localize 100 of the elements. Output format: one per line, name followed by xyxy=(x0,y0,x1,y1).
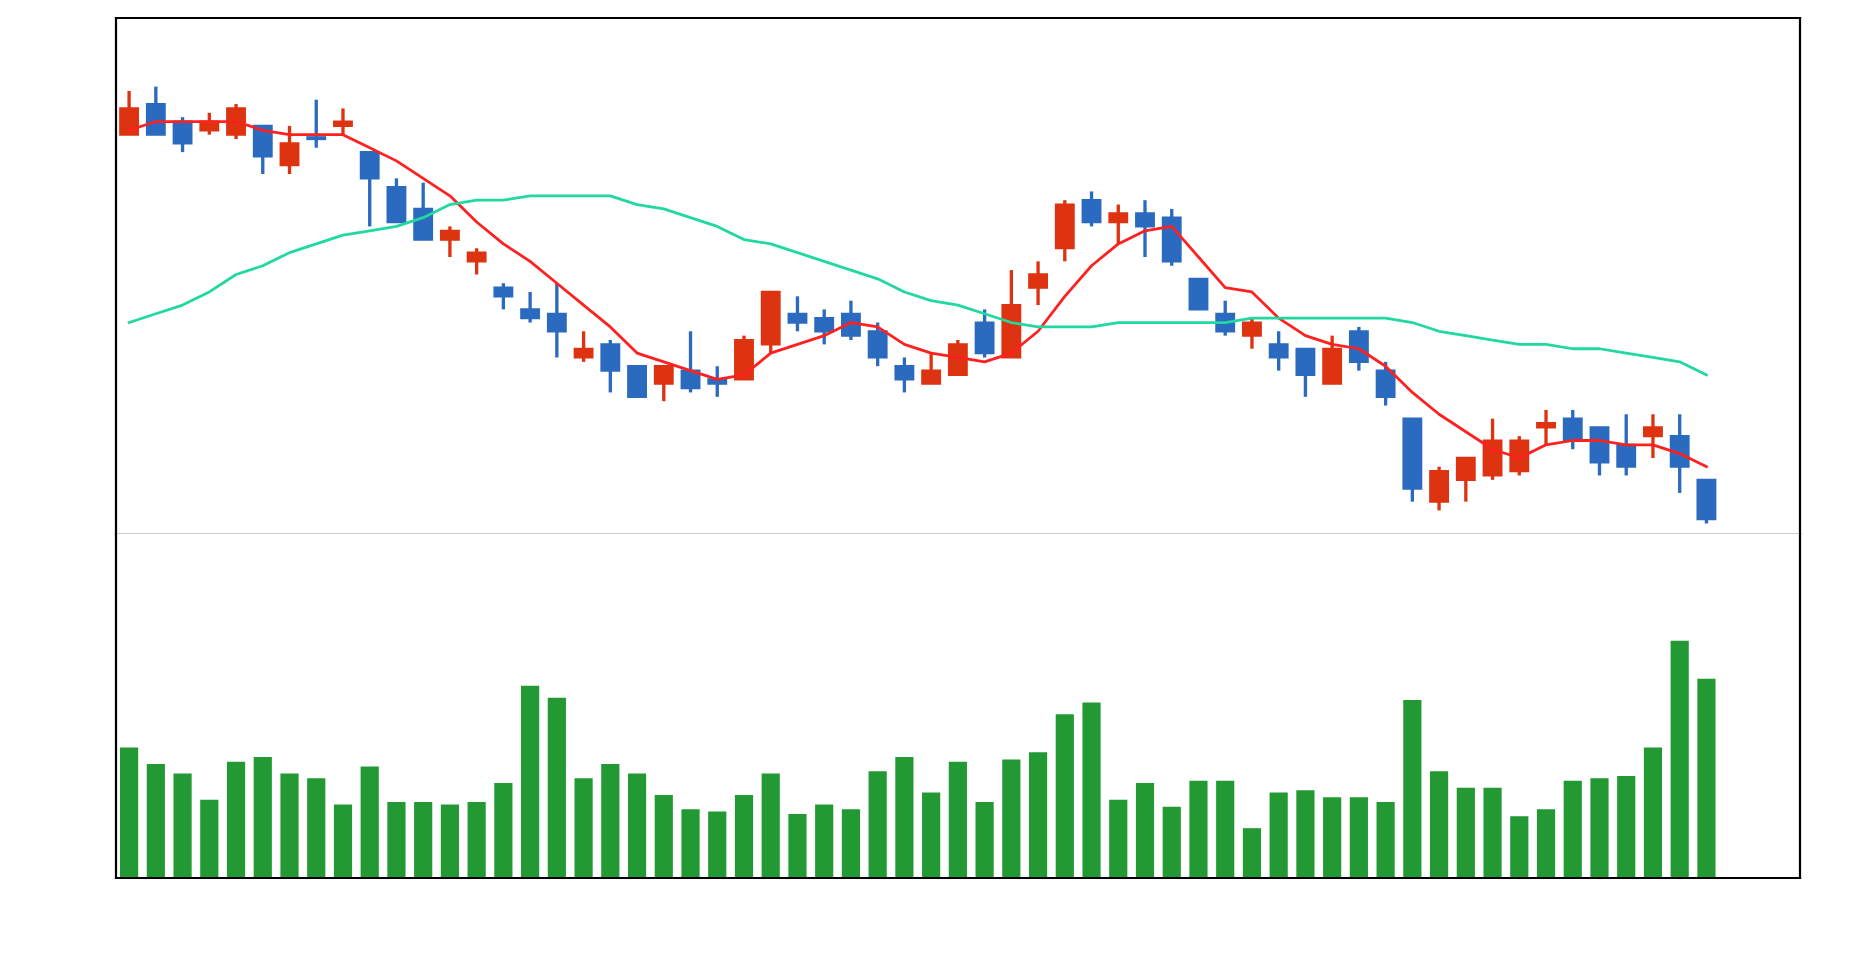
bar xyxy=(574,778,593,878)
bar xyxy=(654,794,673,878)
bar xyxy=(280,773,299,878)
bar xyxy=(1349,797,1368,878)
bar xyxy=(173,773,192,878)
candlestick xyxy=(252,124,273,176)
candlestick xyxy=(1669,412,1690,495)
bar xyxy=(1697,678,1716,878)
bar xyxy=(494,783,513,878)
bar xyxy=(1323,797,1342,878)
candlestick xyxy=(1536,408,1556,447)
bar xyxy=(146,764,165,878)
candlestick xyxy=(386,176,407,224)
bar xyxy=(1617,775,1636,878)
candlestick xyxy=(520,290,541,325)
candlestick xyxy=(1054,198,1075,264)
bar xyxy=(387,802,406,878)
candlestick xyxy=(1616,412,1637,478)
bar xyxy=(1670,640,1689,878)
candlestick xyxy=(1429,465,1450,513)
bar xyxy=(1189,780,1208,878)
bar xyxy=(761,773,780,878)
candlestick xyxy=(814,307,835,347)
bar xyxy=(815,804,834,878)
candlestick xyxy=(1081,189,1102,229)
candlestick xyxy=(734,333,754,381)
bar xyxy=(360,766,379,878)
candlestick xyxy=(226,102,246,141)
candlestick xyxy=(333,106,353,137)
bar xyxy=(1028,752,1048,878)
bar xyxy=(414,802,433,878)
bar xyxy=(1563,780,1582,878)
candlestick xyxy=(1348,325,1369,373)
bar xyxy=(1536,809,1556,878)
bar xyxy=(708,811,727,878)
candlestick xyxy=(974,307,995,360)
bar xyxy=(1510,816,1529,878)
bar xyxy=(868,771,887,878)
candlestick xyxy=(413,181,434,242)
bar xyxy=(627,773,647,878)
candlestick xyxy=(653,364,674,403)
candlestick xyxy=(1322,333,1343,386)
candlestick xyxy=(1028,259,1048,307)
bar xyxy=(1082,702,1101,878)
bar xyxy=(1216,780,1235,878)
bar xyxy=(1590,778,1609,878)
candlestick xyxy=(787,294,808,333)
bar xyxy=(467,802,486,878)
bar xyxy=(1269,792,1288,878)
candlestick xyxy=(493,281,514,312)
bar xyxy=(1109,799,1128,878)
bar xyxy=(253,757,272,878)
bar xyxy=(1403,700,1422,878)
bar xyxy=(948,761,967,878)
candlestick xyxy=(1242,316,1262,351)
candlestick xyxy=(1268,329,1289,373)
candlestick xyxy=(172,115,193,154)
candlestick xyxy=(867,320,888,368)
candlestick xyxy=(279,124,300,176)
candlestick xyxy=(1375,360,1396,408)
bar xyxy=(681,809,700,878)
candlestick xyxy=(145,84,166,137)
bar xyxy=(788,813,807,878)
candlestick xyxy=(1161,207,1182,268)
bar xyxy=(333,804,353,878)
bar xyxy=(1430,771,1449,878)
candlestick xyxy=(1108,202,1129,246)
candlestick xyxy=(546,281,567,360)
candlestick xyxy=(600,338,621,395)
candlestick xyxy=(439,224,460,259)
bar xyxy=(1162,806,1181,878)
candlestick xyxy=(894,355,915,395)
candlestick xyxy=(1135,198,1155,259)
candlestick xyxy=(1643,412,1663,460)
candlestick xyxy=(119,89,140,137)
candlestick xyxy=(921,351,942,386)
bar xyxy=(1376,802,1395,878)
candlestick xyxy=(947,338,968,377)
bar xyxy=(1456,787,1475,878)
bar xyxy=(1055,714,1074,878)
candlestick xyxy=(306,98,327,150)
bar xyxy=(547,697,566,878)
bar xyxy=(1643,747,1663,878)
candlestick xyxy=(359,150,380,229)
bar xyxy=(1135,783,1155,878)
bar xyxy=(1483,787,1502,878)
bar xyxy=(1242,828,1262,878)
candlestick xyxy=(627,365,647,398)
candlestick xyxy=(466,246,487,277)
candlestick xyxy=(1482,416,1503,482)
bar xyxy=(200,799,219,878)
bar xyxy=(895,757,914,878)
bar xyxy=(601,764,620,878)
candlestick xyxy=(1188,277,1209,311)
bar xyxy=(307,778,326,878)
candlestick xyxy=(1509,434,1530,478)
candlestick xyxy=(1696,478,1717,526)
candlestick xyxy=(573,329,594,364)
bar xyxy=(975,802,994,878)
bar xyxy=(922,792,941,878)
